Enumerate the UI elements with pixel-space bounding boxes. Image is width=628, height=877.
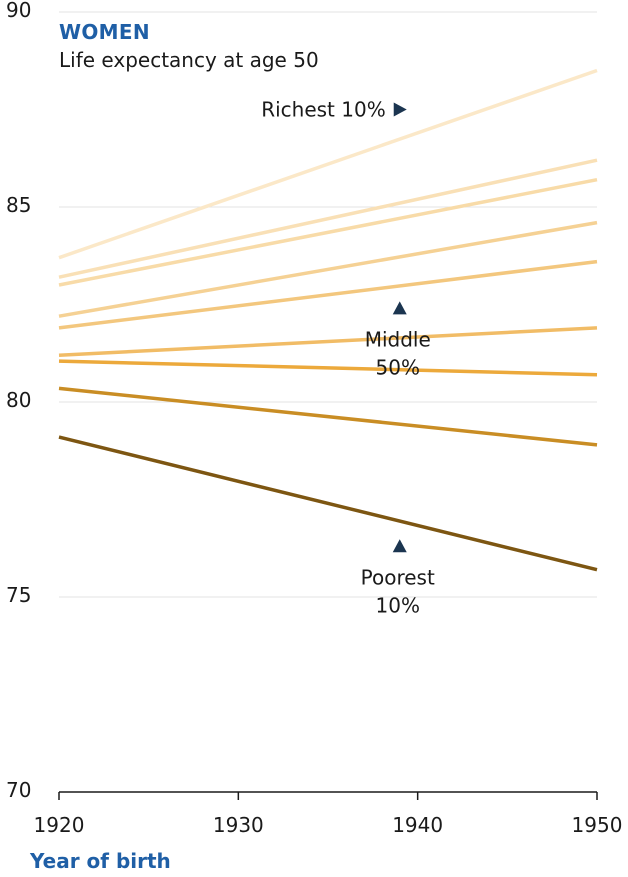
series-line-8 <box>58 386 598 447</box>
annotation-label-1: Richest 10% <box>261 98 386 122</box>
x-tick-label-1940: 1940 <box>392 813 443 837</box>
y-tick-label-85: 85 <box>6 193 31 217</box>
annotation-label-3-line-1: Poorest <box>361 565 435 589</box>
chart-title: WOMEN <box>59 20 150 44</box>
series-line-6 <box>58 326 598 357</box>
x-tick-label-1950: 1950 <box>572 813 623 837</box>
series-line-1 <box>58 68 598 260</box>
y-tick-label-75: 75 <box>6 583 31 607</box>
series-line-5 <box>58 259 598 330</box>
y-tick-label-70: 70 <box>6 778 31 802</box>
series-line-7 <box>58 359 598 377</box>
x-axis-label: Year of birth <box>30 849 171 873</box>
y-tick-label-90: 90 <box>6 0 31 22</box>
series-line-2 <box>58 158 598 279</box>
chart-subtitle: Life expectancy at age 50 <box>59 48 319 72</box>
series-line-9 <box>58 435 598 572</box>
x-tick-label-1920: 1920 <box>34 813 85 837</box>
series-line-4 <box>58 220 598 318</box>
annotation-marker-3 <box>392 539 407 553</box>
annotation-label-2-line-2: 50% <box>376 355 420 379</box>
annotation-label-3-line-2: 10% <box>376 593 420 617</box>
y-tick-label-80: 80 <box>6 388 31 412</box>
series-line-3 <box>58 177 598 287</box>
annotation-marker-2 <box>392 301 407 315</box>
annotation-marker-1 <box>393 102 407 117</box>
x-tick-label-1930: 1930 <box>213 813 264 837</box>
annotation-label-2-line-1: Middle <box>365 327 431 351</box>
